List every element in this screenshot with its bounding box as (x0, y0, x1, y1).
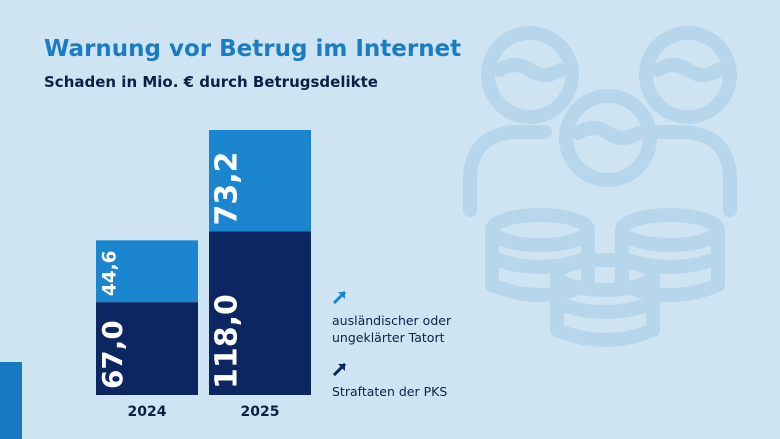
legend-label-line: ungeklärter Tatort (332, 330, 445, 345)
legend-label-line: Straftaten der PKS (332, 384, 448, 399)
bar-segment (96, 302, 198, 395)
legend-item-foreign: ausländischer oder ungeklärter Tatort (332, 312, 451, 346)
data-label: 73,2 (210, 151, 245, 225)
bar-segment (209, 231, 311, 395)
chart-subtitle: Schaden in Mio. € durch Betrugsdelikte (44, 73, 378, 91)
data-label: 67,0 (96, 320, 129, 389)
bar-segment (209, 130, 311, 232)
chart-title: Warnung vor Betrug im Internet (44, 36, 462, 62)
data-label: 44,6 (99, 250, 120, 296)
category-label: 2025 (241, 404, 280, 420)
data-label: 118,0 (210, 294, 245, 389)
category-label: 2024 (128, 404, 167, 420)
legend-label-line: ausländischer oder (332, 313, 452, 328)
legend-item-pks: Straftaten der PKS (332, 383, 447, 400)
arrow-up-right-icon (332, 362, 347, 377)
accent-stripe (0, 362, 22, 439)
arrow-up-right-icon (332, 290, 347, 305)
people-coins-icon (463, 26, 737, 347)
bar-segment (96, 240, 198, 303)
